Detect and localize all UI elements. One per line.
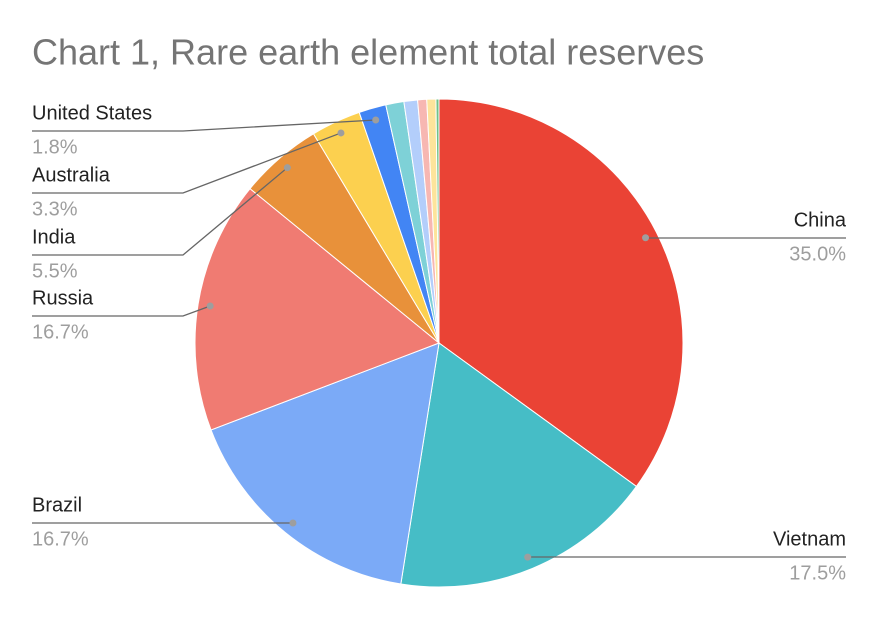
- slice-value-label: 5.5%: [32, 260, 78, 282]
- leader-dot: [524, 553, 532, 561]
- slice-label: United States: [32, 102, 152, 124]
- slice-value-label: 3.3%: [32, 198, 78, 220]
- slice-label: Australia: [32, 164, 111, 186]
- leader-dot: [372, 116, 380, 124]
- leader-dot: [642, 234, 650, 242]
- slice-value-label: 16.7%: [32, 528, 89, 550]
- chart-title: Chart 1, Rare earth element total reserv…: [32, 32, 704, 73]
- leader-line: [32, 132, 342, 194]
- pie-slice: [400, 342, 638, 588]
- leader-line: [32, 305, 211, 317]
- slice-label: India: [32, 226, 76, 248]
- slice-value-label: 17.5%: [789, 562, 846, 584]
- leader-dot: [283, 164, 291, 172]
- pie-slice: [435, 98, 440, 344]
- leader-dot: [289, 519, 297, 527]
- pie-slice: [210, 342, 440, 585]
- slice-label: Brazil: [32, 494, 82, 516]
- leader-dot: [337, 129, 345, 137]
- slice-value-label: 35.0%: [789, 243, 846, 265]
- slice-label: Vietnam: [773, 528, 846, 550]
- slice-label: China: [794, 209, 847, 231]
- leader-line: [32, 119, 376, 132]
- pie-slice: [194, 187, 440, 431]
- slice-value-label: 1.8%: [32, 136, 78, 158]
- pie-slice: [438, 98, 684, 488]
- leader-dot: [206, 302, 214, 310]
- slice-label: Russia: [32, 287, 94, 309]
- slice-value-label: 16.7%: [32, 321, 89, 343]
- leader-line: [32, 167, 288, 256]
